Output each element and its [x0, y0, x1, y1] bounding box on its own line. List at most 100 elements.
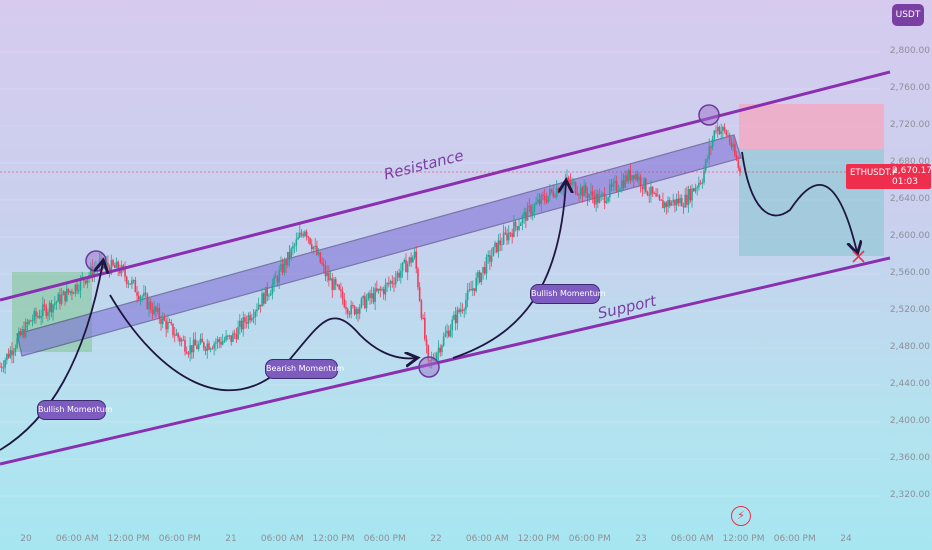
candle-body — [737, 160, 740, 168]
candle-body — [242, 317, 245, 330]
candle-body — [490, 256, 493, 262]
candle-body — [288, 251, 291, 259]
candle-body — [403, 259, 406, 263]
candle-body — [187, 353, 190, 355]
candle-body — [480, 272, 483, 283]
candle-body — [286, 251, 289, 266]
candle-body — [521, 215, 524, 224]
candle-body — [4, 360, 6, 368]
candle-body — [148, 301, 150, 309]
candle-body — [112, 260, 114, 266]
candle-body — [540, 194, 543, 205]
candle-body — [12, 351, 15, 356]
candle-body — [543, 195, 546, 201]
candle-body — [597, 193, 599, 203]
candle-body — [715, 130, 717, 132]
candle-body — [410, 257, 412, 263]
candle-body — [67, 288, 70, 293]
candle-body — [393, 283, 395, 285]
candle-body — [710, 146, 712, 148]
candle-body — [71, 291, 73, 294]
candle-body — [216, 339, 219, 343]
candle-body — [324, 265, 327, 277]
candle-body — [555, 188, 558, 197]
flash-icon[interactable]: ⚡ — [731, 506, 751, 526]
candle-body — [319, 252, 322, 263]
candle-body — [614, 181, 616, 183]
candle-body — [310, 244, 313, 250]
support-line — [0, 256, 891, 466]
candle-body — [425, 339, 428, 346]
candle-body — [523, 212, 525, 216]
candle-body — [54, 303, 56, 305]
candle-body — [50, 302, 53, 313]
candle-body — [668, 200, 671, 206]
candle-body — [350, 305, 352, 315]
candle-body — [2, 367, 5, 369]
candle-body — [333, 279, 335, 290]
candle-body — [175, 333, 178, 336]
candle-body — [64, 291, 66, 302]
candle-body — [454, 314, 457, 324]
candle-body — [256, 309, 258, 312]
candle-body — [254, 311, 257, 318]
candle-body — [552, 191, 555, 196]
candle-body — [30, 320, 32, 322]
candle-body — [23, 329, 25, 337]
candle-body — [567, 177, 570, 182]
projection-arrow — [741, 151, 857, 252]
candle-body — [650, 186, 652, 195]
candle-body — [170, 322, 173, 324]
candle-body — [18, 331, 20, 339]
candle-body — [358, 307, 361, 314]
price-tick-label: 2,520.00 — [889, 305, 930, 315]
bar-countdown: 01:03 — [892, 177, 918, 187]
candle-body — [84, 280, 87, 284]
candle-body — [408, 257, 411, 264]
candle-body — [132, 280, 135, 282]
candle-body — [232, 333, 234, 342]
bullish-arrow-1 — [0, 262, 103, 451]
candle-body — [312, 246, 315, 250]
candle-body — [607, 197, 609, 202]
candle-body — [624, 175, 627, 188]
candle-body — [160, 318, 162, 324]
candle-body — [691, 188, 693, 201]
candle-body — [674, 199, 676, 206]
candle-body — [55, 301, 58, 304]
candle-body — [221, 341, 224, 345]
price-tick-label: 2,480.00 — [889, 342, 930, 352]
candle-body — [518, 225, 520, 230]
candle-body — [506, 233, 508, 241]
candle-body — [321, 262, 323, 265]
candle-body — [314, 245, 316, 247]
touch-circle-3 — [698, 104, 720, 126]
candle-body — [436, 353, 438, 361]
candle-body — [215, 342, 217, 344]
candle-body — [612, 182, 615, 187]
candle-body — [14, 347, 17, 352]
candle-body — [713, 130, 716, 139]
candle-body — [632, 175, 635, 180]
bearish-arrow — [109, 294, 416, 392]
candle-body — [364, 295, 366, 309]
candle-body — [487, 255, 489, 257]
candle-body — [698, 182, 700, 188]
candle-body — [590, 191, 592, 195]
candle-body — [185, 351, 188, 354]
candle-body — [420, 300, 423, 319]
candle-body — [149, 301, 152, 311]
candle-body — [655, 193, 657, 197]
candle-body — [495, 242, 498, 253]
currency-button[interactable]: USDT — [892, 4, 924, 26]
candle-body — [591, 191, 594, 197]
candle-body — [151, 310, 154, 314]
candle-body — [153, 306, 155, 314]
candle-body — [213, 343, 215, 349]
candle-body — [643, 178, 645, 190]
candle-body — [156, 307, 159, 312]
candle-body — [561, 188, 563, 191]
candle-body — [660, 199, 663, 201]
candle-body — [302, 234, 304, 237]
